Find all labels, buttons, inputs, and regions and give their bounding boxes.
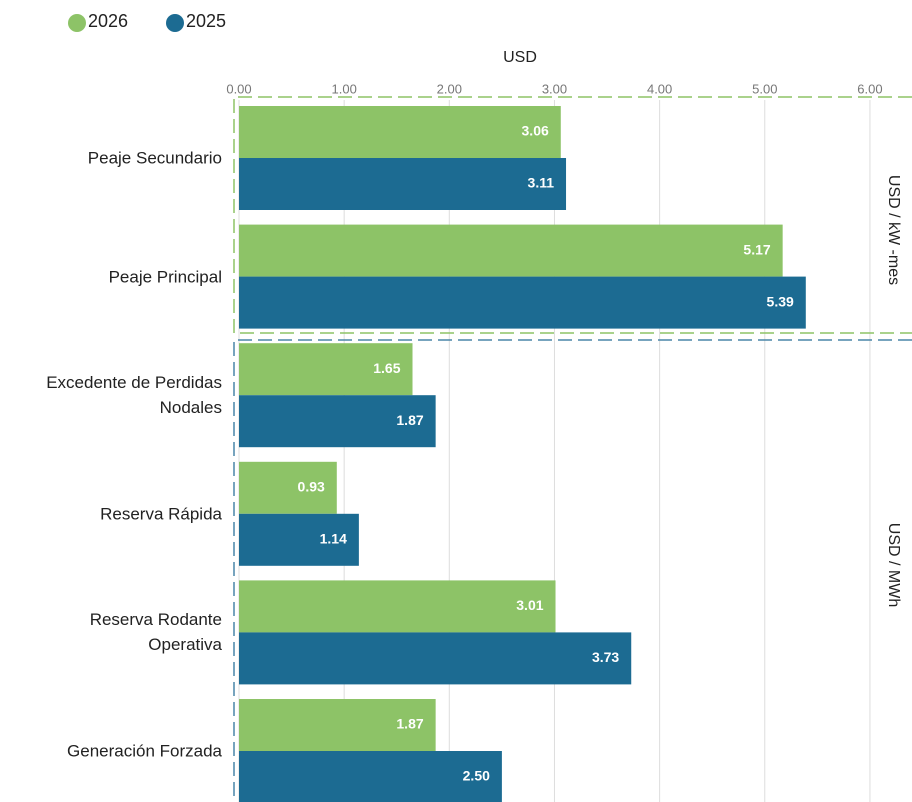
bar xyxy=(239,158,567,210)
legend-label: 2026 xyxy=(88,11,128,31)
x-tick-label: 1.00 xyxy=(332,81,357,96)
category-label: Reserva Rodante Operativa xyxy=(89,610,222,655)
x-tick-label: 5.00 xyxy=(752,81,777,96)
bar xyxy=(239,224,783,277)
bar xyxy=(239,699,436,751)
bar xyxy=(239,276,806,329)
bar xyxy=(239,343,413,396)
category-label: Reserva Rápida xyxy=(100,504,222,524)
x-tick-label: 6.00 xyxy=(857,81,882,96)
group-box xyxy=(233,339,912,802)
value-label: 5.39 xyxy=(767,293,794,309)
value-label: 3.06 xyxy=(522,123,549,139)
value-label: 1.87 xyxy=(396,716,423,732)
bar xyxy=(239,395,436,448)
bar xyxy=(239,580,556,633)
group-box xyxy=(233,96,912,334)
group-label: USD / MWh xyxy=(885,523,902,607)
value-label: 0.93 xyxy=(298,479,325,495)
value-label: 3.11 xyxy=(528,175,555,191)
x-tick-label: 0.00 xyxy=(226,81,251,96)
x-tick-label: 2.00 xyxy=(437,81,462,96)
value-label: 1.65 xyxy=(373,360,400,376)
value-label: 3.73 xyxy=(592,649,619,665)
x-tick-label: 3.00 xyxy=(542,81,567,96)
value-label: 2.50 xyxy=(463,768,490,784)
bar xyxy=(239,106,561,158)
category-label: Peaje Principal xyxy=(108,267,222,287)
category-label: Peaje Secundario xyxy=(87,148,222,168)
category-label: Generación Forzada xyxy=(67,741,222,761)
bar xyxy=(239,461,337,514)
bar xyxy=(239,632,632,685)
value-label: 1.87 xyxy=(396,412,423,428)
x-axis-title: USD xyxy=(503,49,537,66)
value-label: 3.01 xyxy=(516,597,543,613)
value-label: 1.14 xyxy=(320,531,347,547)
category-label: Excedente de Perdidas Nodales xyxy=(46,373,222,418)
bar xyxy=(239,513,359,566)
legend-marker xyxy=(166,14,184,32)
value-label: 5.17 xyxy=(743,241,770,257)
x-tick-label: 4.00 xyxy=(647,81,672,96)
bar xyxy=(239,751,502,802)
legend-marker xyxy=(68,14,86,32)
legend-label: 2025 xyxy=(186,11,226,31)
group-label: USD / kW -mes xyxy=(885,175,902,285)
